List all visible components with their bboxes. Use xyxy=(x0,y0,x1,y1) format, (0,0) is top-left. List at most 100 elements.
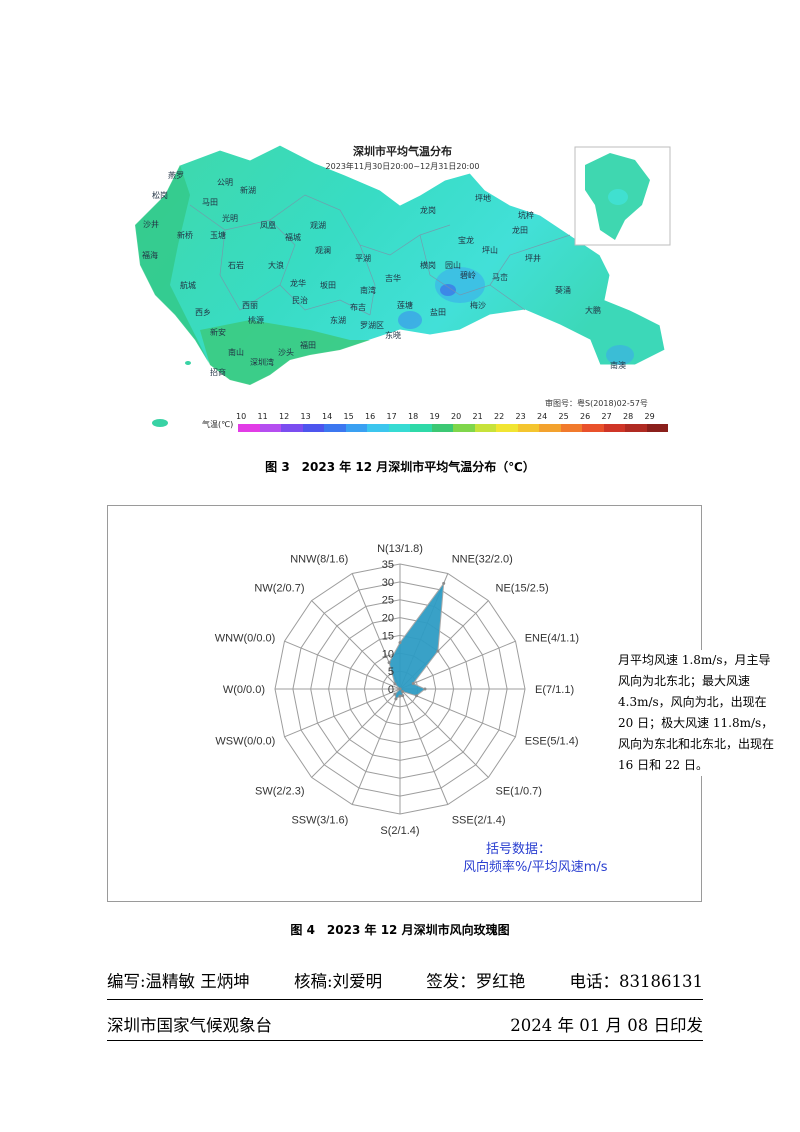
place-label: 凤凰 xyxy=(260,221,276,230)
legend-swatch: 18 xyxy=(408,412,432,432)
direction-label-nne: NNE(32/2.0) xyxy=(452,553,513,565)
grid-spoke xyxy=(284,688,401,738)
direction-label-se: SE(1/0.7) xyxy=(496,786,542,798)
legend-tick-label: 17 xyxy=(386,412,397,421)
place-label: 吉华 xyxy=(385,274,401,283)
data-point-e xyxy=(423,687,427,691)
footer-divider-top xyxy=(107,999,703,1000)
place-label: 新湖 xyxy=(240,186,256,195)
grid-spoke xyxy=(399,688,516,738)
legend-tick-label: 18 xyxy=(408,412,419,421)
radial-tick-label: 20 xyxy=(382,613,394,625)
legend-swatch: 21 xyxy=(473,412,496,432)
grid-spoke xyxy=(284,640,401,690)
map-subtitle: 2023年11月30日20:00~12月31日20:00 xyxy=(325,162,480,171)
signer: 签发：罗红艳 xyxy=(426,972,526,991)
place-label: 布吉 xyxy=(350,303,366,312)
place-label: 平湖 xyxy=(355,254,371,263)
place-label: 马峦 xyxy=(492,273,508,282)
place-label: 南湾 xyxy=(360,286,376,295)
legend-tick-label: 10 xyxy=(236,412,247,421)
rose-legend-text: 风向频率%/平均风速m/s xyxy=(463,860,608,875)
data-point-se xyxy=(401,690,404,693)
legend-tick-label: 27 xyxy=(601,412,612,421)
radial-tick-label: 35 xyxy=(382,559,394,571)
data-point-wnw xyxy=(398,687,402,691)
place-label: 梅沙 xyxy=(470,301,486,310)
map-approval-number: 审图号：粤S(2018)02-57号 xyxy=(545,399,648,408)
place-label: 龙岗 xyxy=(420,206,436,215)
place-label: 福海 xyxy=(142,251,158,260)
direction-label-nnw: NNW(8/1.6) xyxy=(290,553,348,565)
direction-label-sw: SW(2/2.3) xyxy=(255,786,305,798)
direction-label-ene: ENE(4/1.1) xyxy=(525,632,579,644)
phone: 电话：83186131 xyxy=(569,972,703,991)
legend-swatch: 28 xyxy=(623,412,647,432)
legend-swatch: 29 xyxy=(645,412,668,432)
place-label: 横岗 xyxy=(420,261,436,270)
place-label: 桃源 xyxy=(248,316,264,325)
data-point-ne xyxy=(436,649,440,653)
grid-spoke xyxy=(351,688,401,805)
place-label: 坑梓 xyxy=(518,211,534,220)
direction-label-ne: NE(15/2.5) xyxy=(496,583,549,595)
place-label: 光明 xyxy=(222,214,238,223)
place-label: 大浪 xyxy=(268,261,284,270)
place-label: 招商 xyxy=(210,368,226,377)
place-label: 公明 xyxy=(217,178,233,187)
legend-swatch: 15 xyxy=(344,412,367,432)
legend-swatch: 22 xyxy=(494,412,518,432)
place-label: 观澜 xyxy=(315,246,331,255)
place-label: 新安 xyxy=(210,328,226,337)
place-label: 沙头 xyxy=(278,348,294,357)
data-point-nne xyxy=(442,581,446,585)
place-label: 盐田 xyxy=(430,308,446,317)
legend-label: 气温(℃) xyxy=(202,420,234,429)
legend-swatch: 25 xyxy=(559,412,582,432)
legend-swatch: 17 xyxy=(387,412,410,432)
legend-tick-label: 22 xyxy=(494,412,505,421)
place-label: 龙田 xyxy=(512,226,528,235)
legend-swatch: 19 xyxy=(430,412,453,432)
footer-divider-bottom xyxy=(107,1040,703,1041)
data-point-ssw xyxy=(394,697,398,701)
place-label: 龙华 xyxy=(290,279,306,288)
direction-label-nw: NW(2/0.7) xyxy=(254,583,304,595)
legend-tick-label: 21 xyxy=(472,412,483,421)
legend-tick-label: 15 xyxy=(343,412,354,421)
issue-date: 2024 年 01 月 08 日印发 xyxy=(510,1016,703,1035)
legend-swatch: 26 xyxy=(580,412,604,432)
place-label: 沙井 xyxy=(143,220,159,229)
place-label: 罗湖区 xyxy=(360,321,384,330)
legend-tick-label: 23 xyxy=(515,412,526,421)
footer-issuer: 深圳市国家气候观象台 2024 年 01 月 08 日印发 xyxy=(107,1012,703,1036)
footer-credits: 编写:温精敏 王炳坤 核稿:刘爱明 签发：罗红艳 电话：83186131 xyxy=(107,968,703,992)
legend-swatch: 10 xyxy=(236,412,260,432)
radial-tick-label: 0 xyxy=(388,684,394,696)
legend-tick-label: 28 xyxy=(623,412,634,421)
place-label: 福城 xyxy=(285,233,301,242)
place-label: 民治 xyxy=(292,296,308,305)
place-label: 宝龙 xyxy=(458,236,474,245)
legend-swatch: 23 xyxy=(516,412,539,432)
legend-tick-label: 11 xyxy=(257,412,268,421)
place-label: 东湖 xyxy=(330,316,346,325)
place-label: 石岩 xyxy=(228,261,244,270)
direction-label-s: S(2/1.4) xyxy=(380,825,419,837)
place-label: 西乡 xyxy=(195,308,211,317)
radial-tick-label: 15 xyxy=(382,630,394,642)
place-label: 坂田 xyxy=(320,281,336,290)
place-label: 西丽 xyxy=(242,301,258,310)
radial-tick-label: 25 xyxy=(382,595,394,607)
temperature-legend: 10 11 12 13 14 15 16 17 18 19 20 21 22 23 24 25 26 27 28 29 xyxy=(236,412,668,432)
place-label: 大鹏 xyxy=(585,306,601,315)
rose-legend-title: 括号数据： xyxy=(486,842,552,857)
direction-label-wsw: WSW(0/0.0) xyxy=(215,736,275,748)
wind-rose-frame: 0 5 10 15 20 25 30 35 N(13/1.8) NNE(32/2.0) NE(15/… xyxy=(107,505,702,902)
legend-swatch: 12 xyxy=(279,412,303,432)
legend-tick-label: 12 xyxy=(279,412,290,421)
data-point-ese xyxy=(415,694,418,698)
data-point-sse xyxy=(401,694,405,698)
grid-spoke xyxy=(311,688,401,778)
place-label: 坪井 xyxy=(525,254,541,263)
